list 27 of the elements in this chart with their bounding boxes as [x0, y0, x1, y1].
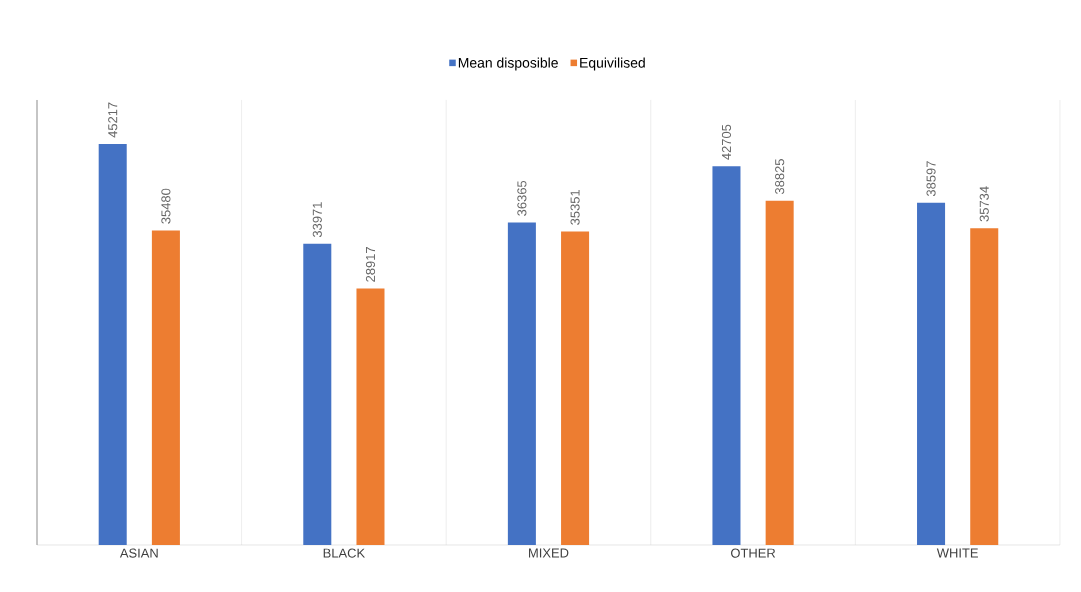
data-label: 38597	[926, 161, 936, 197]
data-label: 33971	[312, 202, 322, 238]
bar	[712, 166, 741, 545]
legend-label: Mean disposible	[458, 57, 558, 71]
x-tick-label: BLACK	[323, 548, 365, 558]
data-label: 38825	[775, 159, 785, 195]
bar	[765, 200, 794, 545]
data-label: 28917	[365, 247, 376, 282]
data-label: 35351	[570, 189, 580, 225]
data-label: 42705	[721, 124, 732, 160]
bar	[561, 231, 590, 545]
x-tick-label: OTHER	[731, 548, 776, 558]
data-label: 35734	[979, 186, 989, 222]
data-label: 45217	[108, 102, 118, 138]
legend-label: Equivilised	[580, 57, 645, 71]
bar	[356, 288, 385, 545]
bar	[151, 230, 180, 545]
x-tick-label: MIXED	[529, 548, 569, 558]
x-tick-label: WHITE	[936, 548, 978, 558]
x-tick-label: ASIAN	[119, 548, 158, 558]
bar	[970, 228, 999, 545]
bar	[917, 202, 946, 545]
data-label: 36365	[517, 180, 527, 216]
data-label: 35480	[161, 188, 171, 224]
bar	[507, 222, 536, 545]
bar	[98, 144, 127, 545]
bar	[303, 243, 332, 545]
